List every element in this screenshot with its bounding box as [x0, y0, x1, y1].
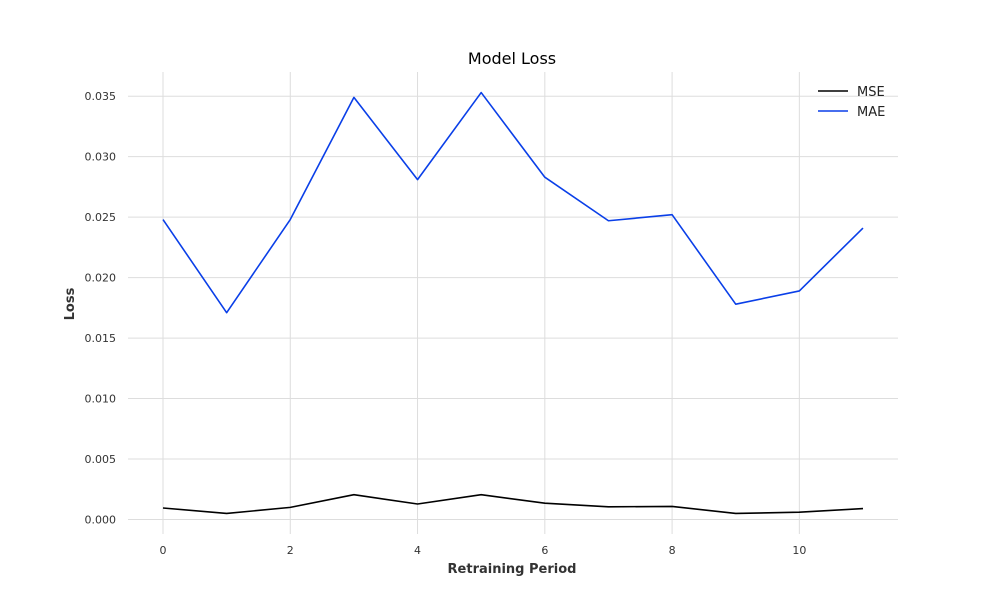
- y-tick-label: 0.025: [85, 211, 117, 224]
- y-tick-label: 0.000: [85, 513, 117, 526]
- y-tick-label: 0.015: [85, 332, 117, 345]
- y-tick-label: 0.010: [85, 393, 117, 406]
- y-tick-label: 0.030: [85, 151, 117, 164]
- y-tick-label: 0.035: [85, 90, 117, 103]
- series-line-mse: [162, 493, 864, 515]
- y-tick-label: 0.005: [85, 453, 117, 466]
- x-tick-label: 0: [160, 544, 167, 557]
- series-line-mae: [162, 91, 864, 314]
- legend: MSE MAE: [818, 85, 885, 120]
- x-axis-ticks: 0 2 4 6 8 10: [160, 544, 807, 557]
- x-tick-label: 2: [287, 544, 294, 557]
- y-axis-ticks: 0.000 0.005 0.010 0.015 0.020 0.025 0.030 0.035: [85, 90, 117, 526]
- y-tick-label: 0.020: [85, 272, 117, 285]
- series-lines: [162, 91, 864, 515]
- x-axis-label: Retraining Period: [448, 562, 577, 577]
- x-tick-label: 8: [669, 544, 676, 557]
- x-tick-label: 6: [541, 544, 548, 557]
- chart-title: Model Loss: [468, 49, 556, 68]
- x-tick-label: 4: [414, 544, 421, 557]
- grid: [128, 72, 898, 534]
- legend-label-mse: MSE: [857, 85, 885, 100]
- legend-label-mae: MAE: [857, 105, 885, 120]
- y-axis-label: Loss: [63, 287, 78, 320]
- x-tick-label: 10: [792, 544, 806, 557]
